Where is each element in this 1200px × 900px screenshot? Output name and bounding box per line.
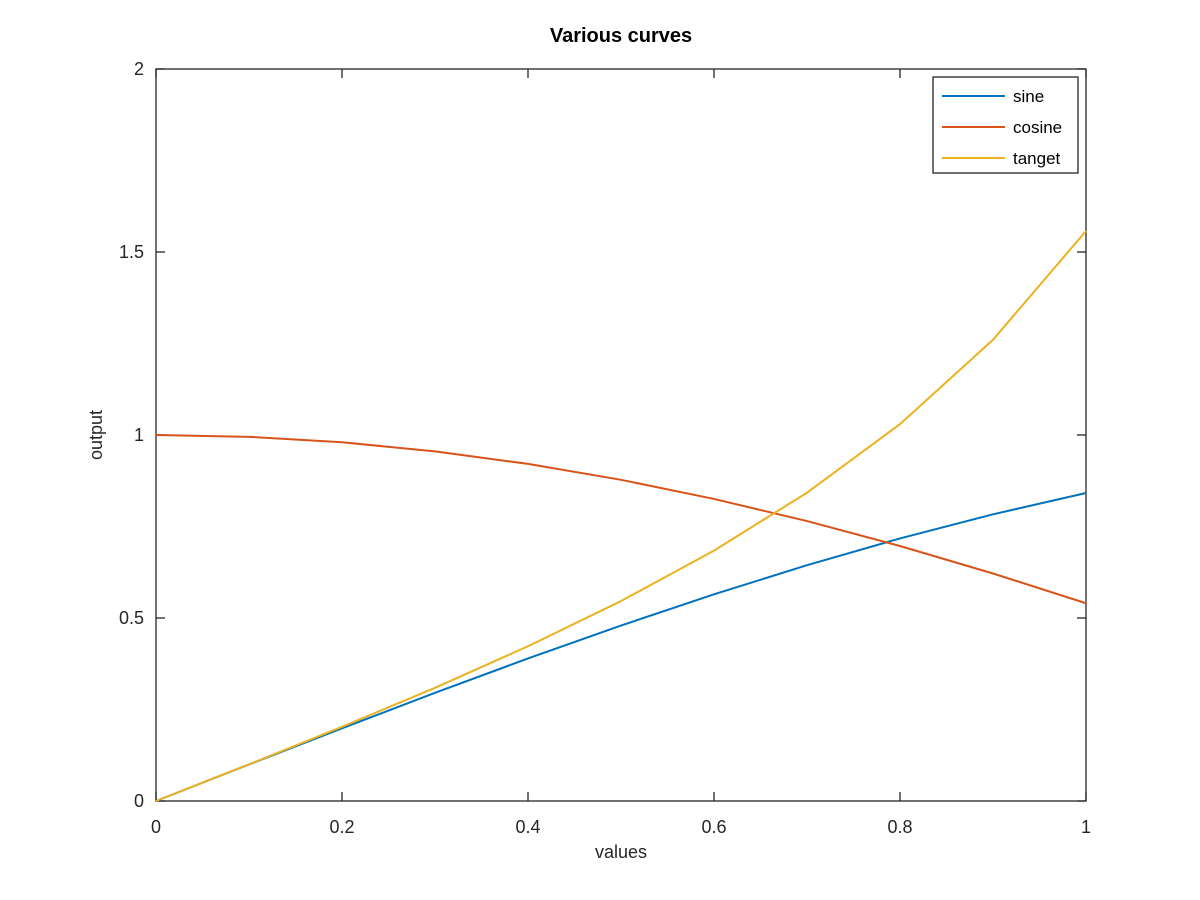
x-tick-label: 1 <box>1081 817 1091 837</box>
x-tick-label: 0.8 <box>887 817 912 837</box>
legend-label-sine: sine <box>1013 87 1044 106</box>
legend-label-cosine: cosine <box>1013 118 1062 137</box>
y-tick-label: 2 <box>134 59 144 79</box>
y-tick-label: 0 <box>134 791 144 811</box>
x-tick-label: 0 <box>151 817 161 837</box>
plot-area <box>155 68 1087 802</box>
series-line-tanget <box>155 230 1087 802</box>
y-tick-label: 1.5 <box>119 242 144 262</box>
y-tick-label: 1 <box>134 425 144 445</box>
series-layer <box>155 230 1087 802</box>
x-tick-label: 0.2 <box>329 817 354 837</box>
legend: sine cosine tanget <box>932 76 1079 174</box>
x-tick-label: 0.4 <box>515 817 540 837</box>
x-tick-label: 0.6 <box>701 817 726 837</box>
y-tick-label: 0.5 <box>119 608 144 628</box>
legend-label-tanget: tanget <box>1013 149 1061 168</box>
chart-title: Various curves <box>550 25 692 47</box>
series-line-cosine <box>155 434 1087 605</box>
ticks-layer: 0 0.2 0.4 0.6 0.8 1 0 0.5 1 1.5 2 <box>119 59 1091 837</box>
legend-items: sine cosine tanget <box>942 87 1062 168</box>
y-axis-label: output <box>86 410 106 460</box>
x-axis-label: values <box>595 842 647 862</box>
